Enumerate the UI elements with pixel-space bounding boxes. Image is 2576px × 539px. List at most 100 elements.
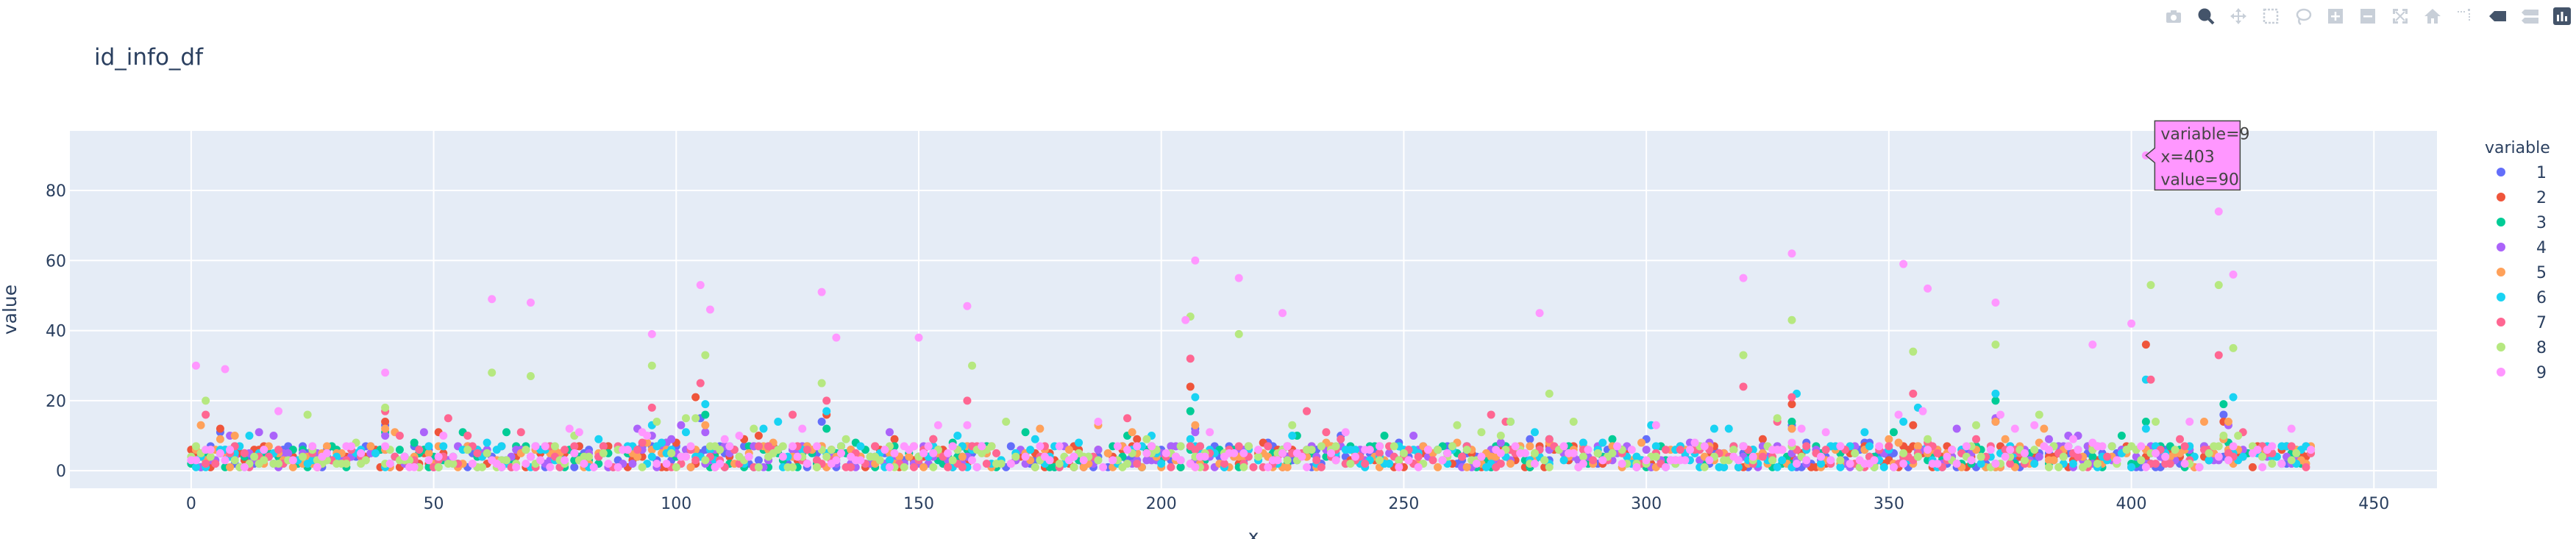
series-9-point[interactable] bbox=[468, 460, 477, 468]
series-9-point[interactable] bbox=[832, 333, 841, 342]
series-2-point[interactable] bbox=[1909, 421, 1918, 429]
series-9-point[interactable] bbox=[968, 456, 977, 465]
series-9-point[interactable] bbox=[2020, 449, 2029, 457]
series-9-point[interactable] bbox=[1681, 456, 1690, 465]
series-8-point[interactable] bbox=[2059, 452, 2068, 461]
series-9-point[interactable] bbox=[1148, 442, 1156, 451]
autoscale-icon[interactable] bbox=[2389, 5, 2411, 27]
series-8-point[interactable] bbox=[2292, 449, 2301, 457]
series-8-point[interactable] bbox=[599, 449, 608, 457]
series-7-point[interactable] bbox=[1312, 456, 1321, 465]
series-5-point[interactable] bbox=[2040, 424, 2049, 433]
series-9-point[interactable] bbox=[1496, 449, 1505, 457]
series-1-point[interactable] bbox=[754, 456, 763, 465]
scatter-points[interactable] bbox=[187, 151, 2316, 471]
series-8-point[interactable] bbox=[449, 460, 458, 468]
series-7-point[interactable] bbox=[803, 446, 811, 454]
series-6-point[interactable] bbox=[1026, 446, 1035, 454]
series-9-point[interactable] bbox=[1123, 446, 1132, 454]
series-7-point[interactable] bbox=[1234, 442, 1243, 451]
series-8-point[interactable] bbox=[1787, 315, 1796, 324]
series-8-point[interactable] bbox=[1739, 351, 1748, 360]
series-8-point[interactable] bbox=[1244, 442, 1253, 451]
spike-lines-icon[interactable] bbox=[2454, 5, 2476, 27]
zoom-icon[interactable] bbox=[2195, 5, 2217, 27]
series-9-point[interactable] bbox=[2152, 449, 2160, 457]
series-3-point[interactable] bbox=[1176, 463, 1185, 471]
series-7-point[interactable] bbox=[2103, 452, 2112, 461]
series-9-point[interactable] bbox=[1991, 460, 2000, 468]
series-6-point[interactable] bbox=[439, 442, 448, 451]
series-8-point[interactable] bbox=[1055, 460, 1064, 468]
series-3-point[interactable] bbox=[1991, 396, 2000, 405]
series-5-point[interactable] bbox=[288, 463, 297, 471]
series-8-point[interactable] bbox=[1545, 389, 1554, 398]
series-9-point[interactable] bbox=[832, 456, 841, 465]
series-7-point[interactable] bbox=[2302, 463, 2310, 471]
series-3-point[interactable] bbox=[701, 410, 710, 419]
series-2-point[interactable] bbox=[691, 393, 700, 401]
series-8-point[interactable] bbox=[754, 463, 763, 471]
series-6-point[interactable] bbox=[1598, 438, 1607, 447]
series-9-point[interactable] bbox=[1113, 442, 1122, 451]
series-9-point[interactable] bbox=[2268, 442, 2277, 451]
series-3-point[interactable] bbox=[395, 446, 404, 454]
series-9-point[interactable] bbox=[381, 442, 390, 451]
series-6-point[interactable] bbox=[2238, 452, 2247, 461]
lasso-select-icon[interactable] bbox=[2292, 5, 2314, 27]
series-5-point[interactable] bbox=[424, 449, 433, 457]
series-6-point[interactable] bbox=[1865, 442, 1874, 451]
series-7-point[interactable] bbox=[847, 463, 855, 471]
series-7-point[interactable] bbox=[1885, 442, 1893, 451]
series-9-point[interactable] bbox=[313, 463, 321, 471]
series-8-point[interactable] bbox=[1011, 452, 1020, 461]
series-9-point[interactable] bbox=[2307, 446, 2316, 454]
series-9-point[interactable] bbox=[531, 442, 540, 451]
series-8-point[interactable] bbox=[342, 460, 351, 468]
series-7-point[interactable] bbox=[1802, 442, 1811, 451]
series-5-point[interactable] bbox=[2049, 456, 2058, 465]
series-6-point[interactable] bbox=[1288, 432, 1297, 440]
series-7-point[interactable] bbox=[516, 428, 525, 437]
series-7-point[interactable] bbox=[1787, 393, 1796, 401]
series-8-point[interactable] bbox=[750, 424, 758, 433]
legend-marker[interactable] bbox=[2497, 343, 2505, 351]
series-5-point[interactable] bbox=[381, 424, 390, 433]
series-9-point[interactable] bbox=[191, 361, 200, 370]
series-8-point[interactable] bbox=[1773, 414, 1782, 423]
series-7-point[interactable] bbox=[1933, 449, 1942, 457]
series-8-point[interactable] bbox=[1283, 456, 1292, 465]
series-9-point[interactable] bbox=[929, 449, 938, 457]
series-8-point[interactable] bbox=[1448, 442, 1456, 451]
series-6-point[interactable] bbox=[1530, 428, 1539, 437]
series-9-point[interactable] bbox=[720, 435, 729, 443]
series-7-point[interactable] bbox=[822, 396, 831, 405]
series-7-point[interactable] bbox=[2287, 442, 2296, 451]
series-8-point[interactable] bbox=[1176, 442, 1185, 451]
series-8-point[interactable] bbox=[2030, 446, 2039, 454]
series-7-point[interactable] bbox=[1375, 449, 1384, 457]
series-7-point[interactable] bbox=[1972, 435, 1981, 443]
series-8-point[interactable] bbox=[2171, 446, 2180, 454]
series-9-point[interactable] bbox=[221, 365, 230, 374]
series-6-point[interactable] bbox=[658, 438, 666, 447]
series-8-point[interactable] bbox=[2219, 432, 2228, 440]
series-9-point[interactable] bbox=[216, 449, 224, 457]
series-7-point[interactable] bbox=[1496, 460, 1505, 468]
series-8-point[interactable] bbox=[987, 442, 996, 451]
series-7-point[interactable] bbox=[2166, 460, 2174, 468]
series-9-point[interactable] bbox=[1579, 460, 1587, 468]
series-9-point[interactable] bbox=[2064, 442, 2073, 451]
series-9-point[interactable] bbox=[410, 463, 419, 471]
hover-closest-icon[interactable] bbox=[2486, 5, 2508, 27]
series-8-point[interactable] bbox=[822, 452, 831, 461]
series-8-point[interactable] bbox=[813, 463, 822, 471]
series-7-point[interactable] bbox=[1758, 452, 1767, 461]
series-6-point[interactable] bbox=[1651, 442, 1660, 451]
series-8-point[interactable] bbox=[1399, 449, 1408, 457]
series-8-point[interactable] bbox=[2205, 449, 2213, 457]
series-9-point[interactable] bbox=[2195, 463, 2204, 471]
series-8-point[interactable] bbox=[1545, 463, 1554, 471]
series-9-point[interactable] bbox=[400, 452, 409, 461]
series-7-point[interactable] bbox=[2152, 460, 2160, 468]
